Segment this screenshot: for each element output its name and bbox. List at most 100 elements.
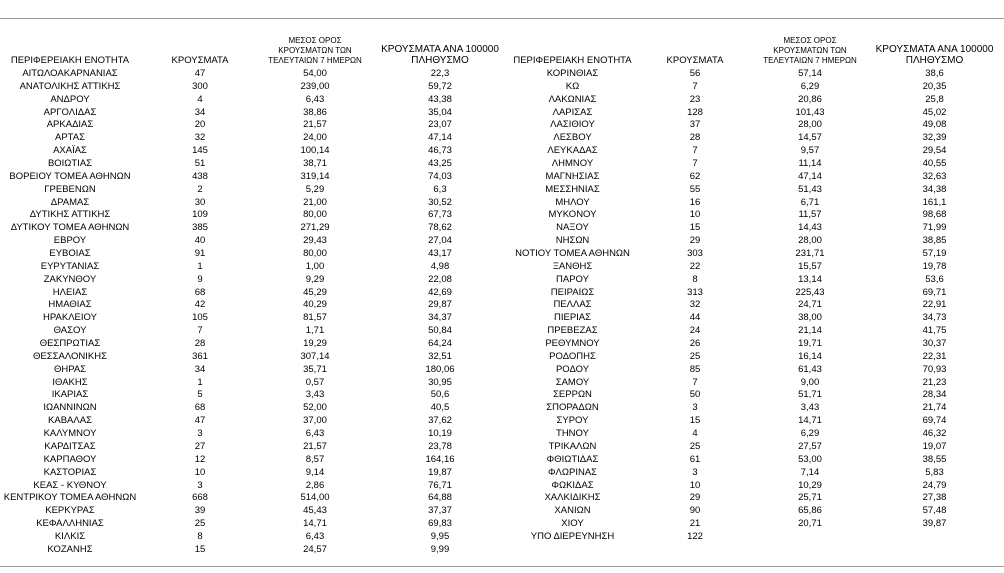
value-cell: 29,54 xyxy=(922,145,947,157)
value-cell: 19,07 xyxy=(922,440,947,452)
value-cell: 2 xyxy=(197,183,203,195)
region-cell: ΑΝΑΤΟΛΙΚΗΣ ΑΤΤΙΚΗΣ xyxy=(19,80,121,92)
column-header: ΚΡΟΥΣΜΑΤΑ xyxy=(171,55,229,66)
value-cell: 64,88 xyxy=(428,492,452,504)
value-cell: 29 xyxy=(689,492,701,504)
value-cell: 38,71 xyxy=(303,158,327,170)
value-cell: 19,78 xyxy=(922,260,947,272)
value-cell: 6,29 xyxy=(800,428,820,440)
region-cell: ΙΩΑΝΝΙΝΩΝ xyxy=(43,402,97,414)
region-cell: ΦΩΚΙΔΑΣ xyxy=(551,479,594,491)
column-header: ΚΡΟΥΣΜΑΤΑ ΑΝΑ 100000 ΠΛΗΘΥΣΜΟ xyxy=(381,44,499,66)
value-cell: 23,07 xyxy=(428,119,452,131)
table-row: ΓΡΕΒΕΝΩΝ 2 5,29 6,3 ΜΕΣΣΗΝΙΑΣ 55 51,43 34,38 xyxy=(0,184,1004,197)
value-cell: 6,29 xyxy=(800,80,820,92)
value-cell: 21 xyxy=(689,518,701,530)
value-cell: 85 xyxy=(689,363,701,375)
region-cell: ΙΘΑΚΗΣ xyxy=(52,376,88,388)
region-cell: ΠΕΙΡΑΙΩΣ xyxy=(550,286,595,298)
value-cell: 1 xyxy=(197,376,203,388)
value-cell: 14,71 xyxy=(303,518,327,530)
value-cell: 41,75 xyxy=(922,325,947,337)
table-row: ΒΟΡΕΙΟΥ ΤΟΜΕΑ ΑΘΗΝΩΝ 438 319,14 74,03 ΜΑΓΝΗΣ… xyxy=(0,171,1004,184)
value-cell: 161,1 xyxy=(922,196,947,208)
table-row: ΚΕΡΚΥΡΑΣ 39 45,43 37,37 ΧΑΝΙΩΝ 90 65,86 57,48 xyxy=(0,505,1004,518)
value-cell: 21,57 xyxy=(303,440,327,452)
value-cell: 53,00 xyxy=(798,453,822,465)
value-cell: 7 xyxy=(692,80,698,92)
table-row: ΚΕΦΑΛΛΗΝΙΑΣ 25 14,71 69,83 ΧΙΟΥ 21 20,71 39,87 xyxy=(0,518,1004,531)
value-cell: 145 xyxy=(192,145,208,157)
value-cell: 14,57 xyxy=(798,132,822,144)
empty-cell xyxy=(510,544,635,557)
value-cell: 91 xyxy=(194,248,206,260)
region-cell: ΠΙΕΡΙΑΣ xyxy=(553,312,592,324)
region-cell: ΕΒΡΟΥ xyxy=(53,235,87,247)
value-cell: 9,57 xyxy=(800,145,820,157)
region-cell: ΚΑΒΑΛΑΣ xyxy=(48,415,92,427)
value-cell: 8 xyxy=(692,273,698,285)
value-cell: 32 xyxy=(194,132,206,144)
value-cell: 101,43 xyxy=(795,106,825,118)
value-cell: 25,8 xyxy=(925,93,944,105)
table-row: ΚΑΡΔΙΤΣΑΣ 27 21,57 23,78 ΤΡΙΚΑΛΩΝ 25 27,57 19,0… xyxy=(0,441,1004,454)
region-cell: ΚΑΡΠΑΘΟΥ xyxy=(43,453,97,465)
region-cell: ΚΕΦΑΛΛΗΝΙΑΣ xyxy=(36,518,104,530)
value-cell: 56 xyxy=(689,68,701,79)
value-cell: 52,00 xyxy=(303,402,327,414)
value-cell: 9,95 xyxy=(430,530,450,542)
value-cell: 40,29 xyxy=(303,299,327,311)
value-cell: 39,87 xyxy=(922,518,947,530)
region-cell: ΑΡΚΑΔΙΑΣ xyxy=(46,119,94,131)
empty-cell xyxy=(865,544,1004,557)
table-row: ΑΝΑΤΟΛΙΚΗΣ ΑΤΤΙΚΗΣ 300 239,00 59,72 ΚΩ 7 6,29 2… xyxy=(0,81,1004,94)
region-cell: ΧΙΟΥ xyxy=(561,518,584,530)
region-cell: ΣΥΡΟΥ xyxy=(556,415,589,427)
value-cell: 45,02 xyxy=(922,106,947,118)
region-cell: ΕΥΡΥΤΑΝΙΑΣ xyxy=(40,260,100,272)
value-cell: 14,71 xyxy=(798,415,822,427)
value-cell: 1 xyxy=(197,260,203,272)
value-cell: 40,55 xyxy=(922,158,947,170)
value-cell: 45,43 xyxy=(303,505,327,517)
region-cell: ΛΕΣΒΟΥ xyxy=(553,132,592,144)
value-cell: 51,43 xyxy=(798,183,822,195)
region-cell: ΔΥΤΙΚΟΥ ΤΟΜΕΑ ΑΘΗΝΩΝ xyxy=(10,222,130,234)
region-cell: ΛΗΜΝΟΥ xyxy=(551,158,594,170)
value-cell: 14,43 xyxy=(798,222,822,234)
value-cell: 128 xyxy=(687,106,703,118)
empty-cell xyxy=(635,544,755,557)
value-cell: 76,71 xyxy=(428,479,452,491)
value-cell: 7 xyxy=(197,325,203,337)
region-cell: ΝΑΞΟΥ xyxy=(556,222,589,234)
region-cell: ΒΟΙΩΤΙΑΣ xyxy=(47,158,93,170)
table-row: ΙΩΑΝΝΙΝΩΝ 68 52,00 40,5 ΣΠΟΡΑΔΩΝ 3 3,43 21,74 xyxy=(0,402,1004,415)
value-cell: 69,71 xyxy=(922,286,947,298)
value-cell: 24 xyxy=(689,325,701,337)
table-row: ΕΥΒΟΙΑΣ 91 80,00 43,17 ΝΟΤΙΟΥ ΤΟΜΕΑ ΑΘΗΝΩΝ 30… xyxy=(0,248,1004,261)
value-cell: 27,04 xyxy=(428,235,452,247)
region-cell: ΜΗΛΟΥ xyxy=(555,196,590,208)
value-cell: 438 xyxy=(192,170,208,182)
value-cell: 307,14 xyxy=(300,350,330,362)
value-cell: 9,00 xyxy=(800,376,820,388)
value-cell: 10,29 xyxy=(798,479,822,491)
value-cell: 46,32 xyxy=(922,428,947,440)
value-cell: 25,71 xyxy=(798,492,822,504)
table-row: ΚΑΡΠΑΘΟΥ 12 8,57 164,16 ΦΘΙΩΤΙΔΑΣ 61 53,00 38,5… xyxy=(0,454,1004,467)
value-cell: 34,38 xyxy=(922,183,947,195)
value-cell: 1,00 xyxy=(305,260,325,272)
region-cell: ΧΑΛΚΙΔΙΚΗΣ xyxy=(544,492,601,504)
value-cell: 8 xyxy=(197,530,203,542)
value-cell: 3 xyxy=(197,479,203,491)
column-header: ΚΡΟΥΣΜΑΤΑ xyxy=(666,55,724,66)
value-cell: 50 xyxy=(689,389,701,401)
table-row: ΚΑΒΑΛΑΣ 47 37,00 37,62 ΣΥΡΟΥ 15 14,71 69,74 xyxy=(0,415,1004,428)
region-cell: ΑΡΓΟΛΙΔΑΣ xyxy=(43,106,97,118)
value-cell: 231,71 xyxy=(795,248,825,260)
region-cell: ΠΡΕΒΕΖΑΣ xyxy=(547,325,598,337)
value-cell: 6,3 xyxy=(433,183,447,195)
value-cell: 20 xyxy=(194,119,206,131)
value-cell: 6,71 xyxy=(800,196,820,208)
